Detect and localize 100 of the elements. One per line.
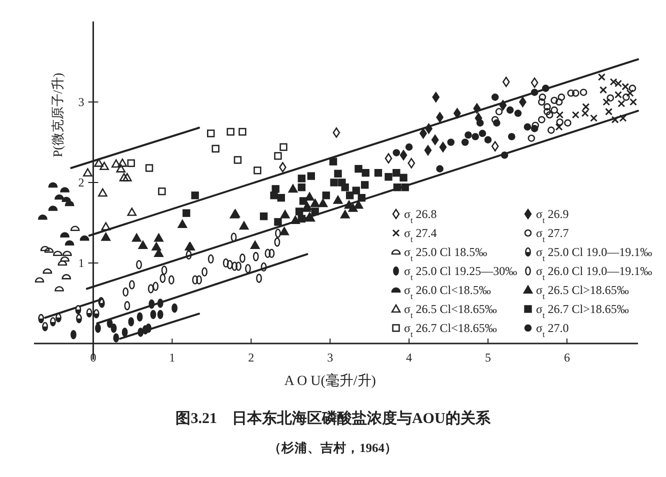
legend-label: σ$_{t}$ 26.7 Cl<18.65‰ — [404, 321, 497, 338]
point — [132, 233, 142, 242]
point — [311, 208, 319, 216]
point — [111, 159, 121, 168]
point — [630, 98, 638, 106]
point — [329, 158, 338, 166]
point — [502, 76, 510, 88]
point — [500, 151, 508, 159]
legend-label: σ$_{t}$ 27.7 — [536, 226, 569, 244]
legend-label: σ$_{t}$ 26.0 Cl 19.0—19.1‰ — [536, 264, 652, 282]
point — [226, 128, 234, 136]
point — [528, 134, 536, 142]
point — [182, 209, 190, 217]
point — [360, 181, 369, 189]
point — [239, 221, 249, 230]
point — [274, 218, 282, 226]
point — [101, 232, 110, 241]
point — [352, 186, 360, 194]
point — [524, 123, 532, 131]
point — [401, 183, 409, 192]
point — [191, 192, 199, 200]
point — [424, 145, 432, 156]
point — [439, 142, 447, 152]
point — [295, 208, 304, 216]
point — [556, 118, 564, 126]
point — [476, 119, 484, 127]
point — [238, 128, 246, 136]
point — [333, 196, 343, 204]
point — [548, 126, 555, 134]
point — [330, 178, 338, 186]
x-tick-label: 2 — [248, 350, 254, 364]
point — [436, 112, 444, 122]
point — [582, 103, 590, 111]
point — [178, 220, 188, 228]
point — [567, 89, 575, 97]
point — [581, 110, 589, 118]
x-tick-label: 0 — [90, 350, 96, 364]
point — [127, 159, 135, 168]
point — [277, 194, 285, 202]
point — [234, 156, 242, 164]
point — [207, 130, 215, 138]
point — [484, 136, 492, 144]
point — [600, 86, 608, 94]
point — [478, 130, 486, 138]
point — [254, 166, 262, 174]
point — [506, 106, 514, 114]
point — [464, 131, 472, 139]
point — [400, 150, 408, 160]
point — [280, 143, 288, 151]
point — [83, 168, 92, 176]
point — [272, 185, 280, 193]
text: 图3.21 日本东北海区磷酸盐浓度与AOU的关系 — [176, 409, 492, 427]
legend-label: σ$_{t}$ 25.0 Cl 19.25—30‰ — [404, 264, 518, 282]
legend-label: σ$_{t}$ 27.4 — [404, 226, 437, 244]
point — [119, 173, 129, 182]
point — [598, 73, 606, 81]
point — [290, 216, 300, 224]
point — [614, 91, 622, 99]
point — [542, 84, 550, 92]
y-axis-title: P(微克原子/升) — [50, 72, 65, 158]
point — [280, 210, 290, 218]
point — [280, 226, 289, 236]
x-tick-label: 3 — [327, 350, 334, 364]
point — [354, 200, 364, 209]
point — [122, 173, 132, 182]
point — [307, 172, 315, 180]
point — [432, 92, 440, 102]
point — [538, 94, 546, 101]
point — [495, 108, 503, 116]
point — [538, 98, 546, 106]
point — [288, 184, 298, 193]
x-tick-label: 6 — [564, 350, 570, 364]
point — [558, 94, 566, 101]
point — [508, 132, 516, 140]
point — [100, 162, 109, 170]
point — [555, 123, 563, 131]
point — [564, 119, 572, 127]
point — [127, 208, 137, 216]
y-tick-label: 2 — [78, 176, 84, 190]
point — [436, 165, 444, 172]
point — [618, 100, 626, 108]
point — [580, 88, 588, 96]
point — [212, 144, 220, 153]
point — [145, 164, 154, 172]
point — [606, 94, 614, 102]
legend-label: σ$_{t}$ 26.7 Cl>18.65‰ — [536, 302, 629, 320]
legend-label: σ$_{t}$ 25.0 Cl 18.5‰ — [404, 245, 488, 262]
point — [392, 168, 400, 177]
point — [358, 194, 366, 202]
point — [530, 124, 538, 132]
point — [279, 162, 286, 172]
point — [408, 158, 416, 168]
point — [622, 94, 630, 101]
point — [454, 108, 461, 118]
point — [384, 153, 392, 164]
point — [274, 152, 282, 160]
point — [138, 240, 148, 249]
point — [362, 168, 370, 177]
point — [393, 183, 402, 192]
point — [405, 143, 413, 151]
